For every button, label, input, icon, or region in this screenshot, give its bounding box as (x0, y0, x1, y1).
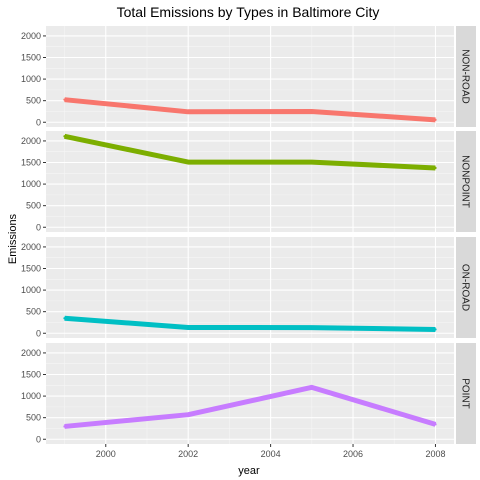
facet-on-road: 0 500 1000 1500 2000 ON-ROAD (21, 237, 476, 338)
data-point (310, 160, 314, 164)
data-point (186, 160, 190, 164)
series-line-on-road (64, 315, 436, 332)
y-tick-label: 1500 (21, 370, 41, 380)
data-point (310, 110, 314, 113)
y-tick-label: 500 (26, 307, 41, 317)
y-tick-label: 1000 (21, 391, 41, 401)
facet-panels: 0 500 1000 1500 2000 NON-ROAD 0 500 1000 1500 2000… (21, 26, 476, 444)
series-line-point (64, 384, 437, 429)
facet-strip-label: NON-ROAD (460, 49, 471, 103)
x-axis: 2000 2002 2004 2006 2008 (96, 444, 445, 459)
data-point (63, 135, 66, 138)
facet-strip (456, 237, 476, 338)
facet-strip (456, 26, 476, 127)
y-tick-label: 1500 (21, 158, 41, 168)
panel-background (46, 343, 454, 444)
series-line-nonpoint (64, 133, 436, 171)
y-tick-label: 0 (36, 222, 41, 232)
x-tick-label: 2006 (343, 449, 363, 459)
y-tick-label: 2000 (21, 348, 41, 358)
data-point (434, 118, 437, 122)
y-tick-label: 1500 (21, 264, 41, 274)
facet-point: 0 500 1000 1500 2000 POINT (21, 343, 476, 444)
y-tick-label: 500 (26, 413, 41, 423)
y-tick-label: 0 (36, 328, 41, 338)
y-tick-label: 500 (26, 201, 41, 211)
data-point (186, 326, 190, 329)
y-tick-label: 0 (36, 434, 41, 444)
data-point (310, 326, 314, 329)
y-tick-label: 1000 (21, 285, 41, 295)
x-tick-label: 2004 (261, 449, 281, 459)
facet-strip-label: POINT (460, 378, 471, 409)
y-tick-label: 500 (26, 96, 41, 106)
y-tick-label: 1000 (21, 179, 41, 189)
data-point (310, 386, 314, 389)
x-tick-label: 2000 (96, 449, 116, 459)
y-tick-label: 0 (36, 117, 41, 127)
facet-nonpoint: 0 500 1000 1500 2000 NONPOINT (21, 131, 476, 232)
facet-strip (456, 343, 476, 444)
y-axis-title: Emissions (7, 213, 19, 264)
facet-strip-label: NONPOINT (460, 155, 471, 208)
y-tick-label: 1000 (21, 74, 41, 84)
data-point (186, 110, 190, 114)
series-line-non-road (64, 97, 436, 123)
chart-title: Total Emissions by Types in Baltimore Ci… (117, 4, 380, 20)
y-tick-label: 1500 (21, 53, 41, 63)
y-tick-label: 2000 (21, 136, 41, 146)
data-point (434, 423, 437, 426)
facet-non-road: 0 500 1000 1500 2000 NON-ROAD (21, 26, 476, 127)
facet-strip-label: ON-ROAD (460, 264, 471, 311)
data-point (63, 317, 66, 320)
data-point (186, 413, 190, 416)
x-tick-label: 2008 (425, 449, 445, 459)
x-tick-label: 2002 (178, 449, 198, 459)
data-point (63, 425, 66, 428)
x-axis-title: year (238, 465, 260, 477)
y-tick-label: 2000 (21, 242, 41, 252)
y-tick-label: 2000 (21, 31, 41, 41)
data-point (63, 98, 66, 101)
facet-strip (456, 131, 476, 232)
data-point (434, 166, 437, 170)
data-point (434, 328, 437, 331)
